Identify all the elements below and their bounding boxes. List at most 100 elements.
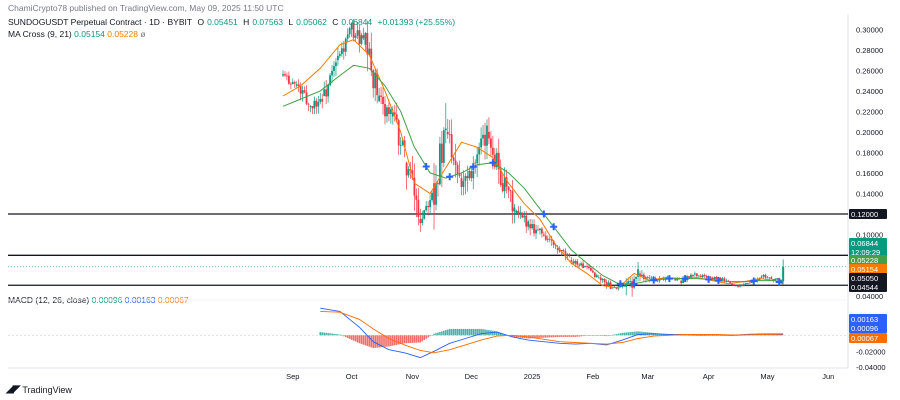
price-tick-label: 0.30000 — [856, 25, 883, 34]
candle-body — [488, 131, 490, 139]
macd-histogram-bar — [641, 331, 643, 336]
macd-histogram-bar — [482, 329, 484, 336]
time-tick-label: Mar — [641, 372, 654, 381]
macd-histogram-bar — [492, 330, 494, 336]
macd-histogram-bar — [448, 328, 451, 336]
ma-suffix: ø — [140, 29, 146, 39]
macd-histogram-bar — [556, 335, 559, 337]
candle-body — [523, 215, 526, 218]
macd-histogram-bar — [476, 328, 478, 336]
candle-body — [709, 276, 712, 278]
candle-body — [431, 192, 433, 201]
macd-histogram-bar — [350, 335, 353, 340]
tradingview-logo[interactable]: ◢◤ TradingView — [6, 384, 72, 395]
ma-cross-legend[interactable]: MA Cross (9, 21) 0.05154 0.05228 ø — [8, 29, 146, 39]
candle-body — [603, 278, 606, 283]
candle-body — [491, 147, 494, 155]
candle-body — [358, 30, 361, 44]
macd-histogram-bar — [374, 335, 376, 348]
macd-histogram-bar — [533, 335, 535, 339]
macd-histogram-bar — [382, 335, 384, 348]
macd-histogram-bar — [680, 335, 682, 336]
macd-histogram-bar — [337, 334, 339, 336]
candle-body — [311, 106, 314, 109]
price-tag[interactable] — [849, 273, 887, 283]
macd-histogram-bar — [619, 333, 622, 336]
candle-body — [542, 234, 545, 236]
ma-cross-marker — [714, 276, 722, 284]
macd-histogram-bar — [621, 332, 624, 336]
candle-body — [648, 277, 651, 279]
macd-histogram-bar — [429, 335, 431, 337]
macd-histogram-bar — [417, 335, 420, 343]
price-tag-label: 0.05050 — [851, 274, 878, 283]
macd-histogram-bar — [384, 335, 386, 347]
macd-histogram-bar — [741, 335, 743, 336]
ohlc-close: 0.06844 — [341, 17, 373, 27]
ma-fast-value: 0.05154 — [74, 29, 105, 39]
macd-histogram-bar — [574, 335, 577, 337]
candle-body — [497, 152, 500, 170]
macd-histogram-bar — [762, 334, 765, 336]
macd-histogram-bar — [462, 328, 465, 336]
macd-histogram-bar — [437, 332, 439, 336]
candle-body — [556, 248, 559, 250]
candle-body — [464, 176, 467, 181]
candle-body — [541, 228, 543, 234]
candle-body — [362, 35, 365, 39]
candle-body — [478, 147, 481, 155]
ma-cross-marker — [705, 275, 713, 283]
candle-body — [287, 75, 290, 84]
macd-price-tag[interactable] — [849, 314, 887, 324]
candle-body — [313, 100, 316, 109]
macd-histogram-bar — [572, 335, 575, 337]
price-tick-label: 0.18000 — [856, 148, 883, 157]
candle-body — [490, 138, 492, 148]
candle-body — [470, 170, 473, 179]
candle-body — [533, 224, 535, 234]
candle-body — [415, 195, 418, 200]
macd-histogram-bar — [370, 335, 373, 348]
candle-body — [527, 221, 530, 227]
ma-cross-marker — [469, 163, 477, 171]
macd-price-tag[interactable] — [849, 323, 887, 333]
ma-cross-marker — [616, 280, 624, 288]
macd-histogram-bar — [335, 334, 337, 336]
macd-histogram-bar — [611, 334, 614, 336]
price-tag[interactable] — [849, 238, 887, 248]
macd-histogram-bar — [594, 335, 596, 336]
candle-body — [727, 280, 730, 282]
candle-body — [574, 260, 577, 264]
candle-body — [360, 35, 363, 44]
macd-histogram-bar — [643, 331, 645, 336]
symbol-title[interactable]: SUNDOGUSDT Perpetual Contract · 1D · BYB… — [8, 17, 193, 27]
macd-histogram-bar — [725, 335, 728, 336]
candle-body — [299, 86, 302, 94]
price-tag[interactable] — [849, 208, 887, 219]
ma-cross-label: MA Cross (9, 21) — [8, 29, 72, 39]
candle-body — [305, 92, 308, 104]
macd-histogram-bar — [701, 335, 704, 336]
macd-histogram-bar — [464, 328, 467, 336]
macd-histogram-bar — [397, 335, 400, 345]
candle-body — [578, 264, 581, 266]
ma-fast-line — [282, 39, 784, 289]
macd-price-tag[interactable] — [849, 333, 887, 343]
candle-body — [743, 284, 745, 286]
candle-body — [503, 177, 506, 192]
macd-histogram-bar — [590, 335, 592, 336]
price-tag[interactable] — [849, 282, 887, 292]
price-tag[interactable] — [849, 247, 887, 257]
macd-histogram-bar — [517, 335, 520, 338]
macd-histogram-bar — [388, 335, 390, 347]
macd-histogram-bar — [584, 335, 586, 336]
price-tag[interactable] — [849, 255, 887, 265]
candle-body — [499, 169, 502, 185]
macd-histogram-bar — [711, 335, 714, 336]
price-tag[interactable] — [849, 264, 887, 274]
ma-cross-marker — [630, 280, 638, 288]
ma-cross-marker — [681, 275, 689, 283]
candle-body — [397, 120, 400, 146]
macd-histogram-bar — [635, 331, 637, 336]
